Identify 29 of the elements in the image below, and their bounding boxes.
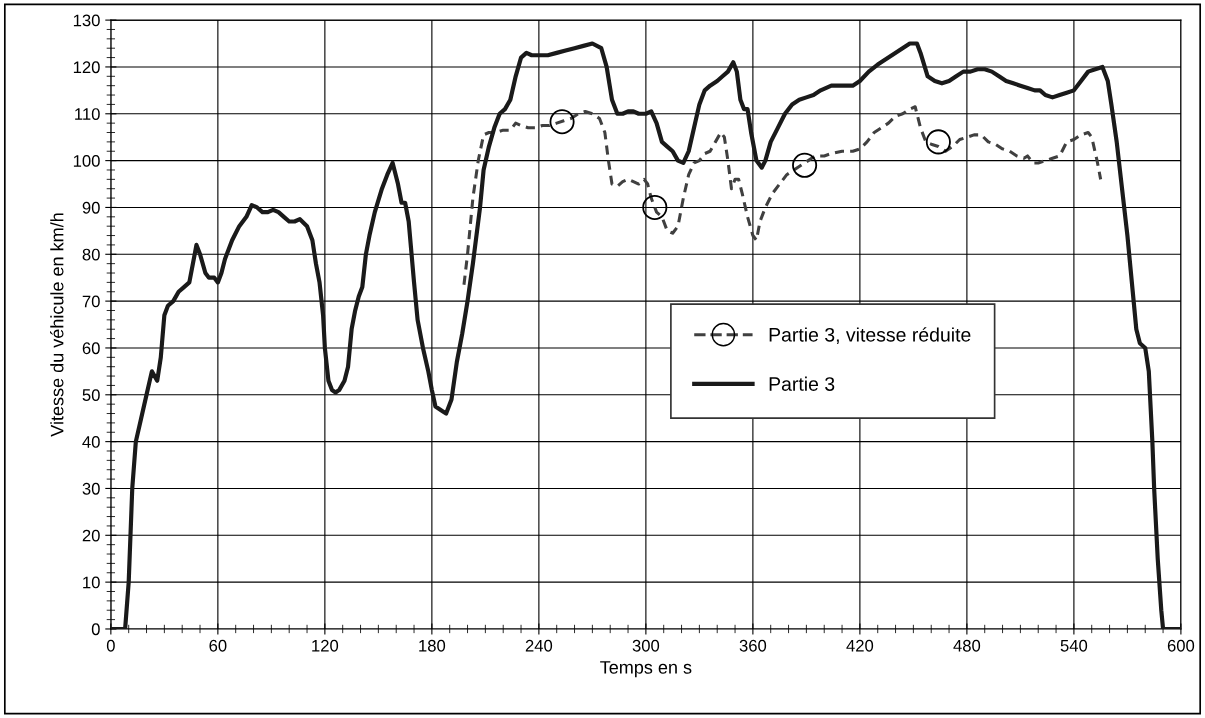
x-tick-label: 60 (209, 639, 227, 652)
y-tick-label: 120 (73, 61, 100, 74)
x-tick-label: 360 (739, 639, 767, 652)
x-tick-label: 480 (953, 639, 981, 652)
y-axis-title: Vitesse du véhicule en km/h (50, 213, 64, 437)
x-axis-title: Temps en s (600, 661, 692, 678)
y-tick-label: 100 (73, 155, 100, 167)
y-tick-label: 80 (82, 248, 100, 261)
x-tick-label: 300 (632, 639, 660, 652)
y-tick-label: 60 (82, 342, 100, 355)
y-tick-label: 0 (91, 623, 100, 636)
x-tick-label: 0 (106, 639, 115, 652)
y-tick-label: 130 (73, 14, 100, 27)
y-tick-label: 90 (82, 201, 100, 214)
y-tick-label: 30 (82, 482, 100, 495)
y-tick-label: 20 (82, 529, 100, 542)
y-tick-label: 10 (83, 576, 100, 589)
y-tick-label: 50 (82, 389, 100, 401)
y-tick-label: 70 (82, 295, 100, 308)
legend-label: Partie 3, vitesse réduite (769, 327, 971, 344)
y-tick-label: 40 (82, 436, 100, 448)
x-tick-label: 120 (312, 639, 339, 652)
x-tick-label: 540 (1060, 639, 1088, 652)
legend-label: Partie 3 (769, 376, 835, 391)
x-tick-label: 420 (846, 639, 874, 652)
x-tick-label: 240 (525, 639, 553, 652)
x-tick-label: 180 (419, 639, 446, 652)
x-tick-label: 600 (1167, 639, 1195, 652)
y-tick-label: 110 (75, 108, 100, 120)
